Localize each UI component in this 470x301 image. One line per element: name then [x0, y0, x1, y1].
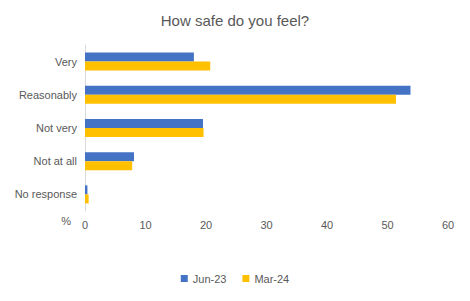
svg-text:How safe do you feel?: How safe do you feel?	[161, 12, 309, 29]
svg-text:20: 20	[200, 219, 212, 231]
svg-text:Not at all: Not at all	[34, 155, 77, 167]
svg-text:50: 50	[381, 219, 393, 231]
svg-text:Very: Very	[55, 56, 78, 68]
svg-text:60: 60	[442, 219, 454, 231]
svg-text:10: 10	[139, 219, 151, 231]
svg-text:40: 40	[321, 219, 333, 231]
svg-text:0: 0	[82, 219, 88, 231]
svg-text:Jun-23: Jun-23	[193, 273, 227, 285]
svg-text:Not very: Not very	[36, 122, 77, 134]
svg-text:No response: No response	[15, 188, 77, 200]
svg-text:Mar-24: Mar-24	[254, 273, 289, 285]
svg-text:Reasonably: Reasonably	[19, 89, 78, 101]
svg-text:30: 30	[260, 219, 272, 231]
svg-text:%: %	[61, 215, 71, 227]
